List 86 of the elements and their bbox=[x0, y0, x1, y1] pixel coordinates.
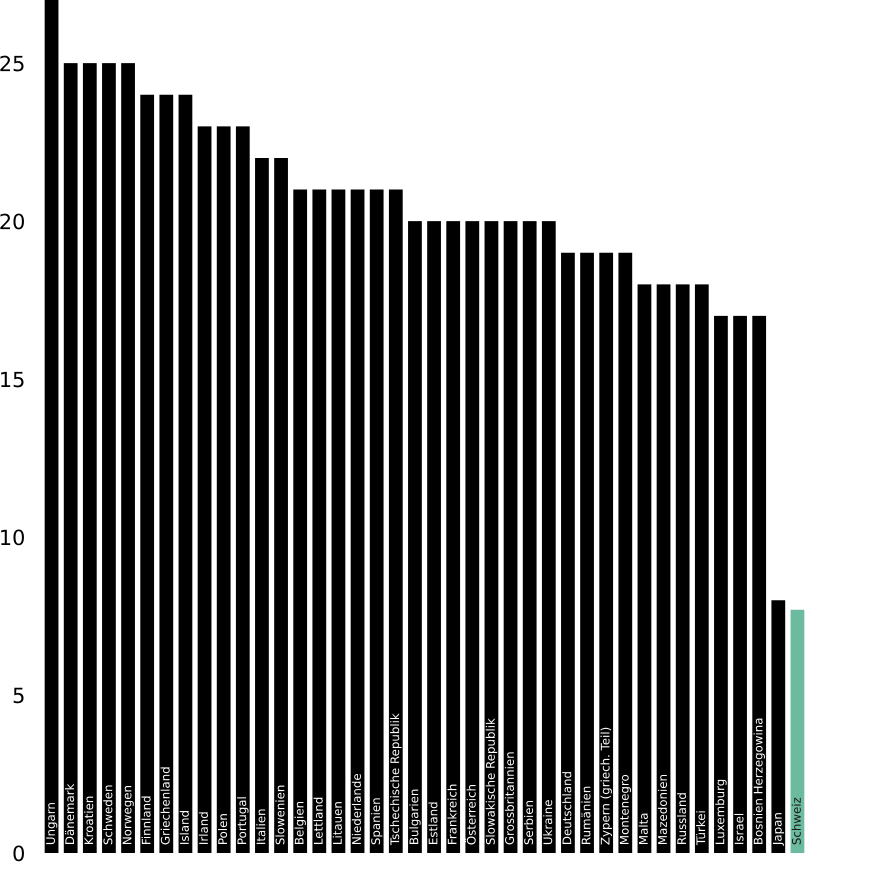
x-tick-label: Portugal bbox=[237, 797, 249, 844]
bar bbox=[599, 252, 614, 853]
bar bbox=[274, 158, 288, 853]
bar bbox=[216, 126, 231, 853]
x-tick-label: Finnland bbox=[141, 796, 151, 844]
x-tick-label: Estland bbox=[428, 802, 438, 844]
bar bbox=[312, 190, 326, 853]
x-tick-label: Schweden bbox=[103, 785, 112, 844]
y-tick-label: 5 bbox=[14, 688, 24, 704]
x-tick-label: Rumänien bbox=[581, 786, 590, 844]
x-tick-label: Niederlande bbox=[352, 774, 361, 844]
y-tick-label: 15 bbox=[1, 372, 24, 388]
y-tick-label: 10 bbox=[1, 530, 24, 546]
x-tick-label: Bosnien Herzegowina bbox=[753, 718, 765, 844]
x-tick-label: Zypern (griech. Teil) bbox=[600, 728, 612, 845]
x-tick-label: Polen bbox=[218, 814, 228, 844]
x-tick-label: Litauen bbox=[332, 802, 342, 844]
x-tick-label: Island bbox=[180, 811, 189, 844]
bar bbox=[790, 610, 804, 853]
bar bbox=[465, 221, 480, 853]
bar bbox=[102, 63, 116, 853]
y-tick-label: 20 bbox=[0, 214, 24, 230]
x-tick-label: Türkei bbox=[696, 811, 706, 846]
bar bbox=[504, 221, 518, 853]
x-tick-label: Luxemburg bbox=[715, 780, 727, 844]
bar bbox=[293, 190, 308, 853]
x-tick-label: Deutschland bbox=[562, 772, 572, 844]
y-tick-label: 25 bbox=[0, 56, 24, 72]
x-tick-label: Tschechische Republik bbox=[390, 713, 402, 846]
bar bbox=[427, 221, 441, 853]
x-tick-label: Schweiz bbox=[792, 798, 801, 844]
y-tick-label: 0 bbox=[13, 845, 24, 862]
x-tick-label: Norwegen bbox=[122, 786, 134, 844]
bar bbox=[332, 190, 346, 853]
x-tick-label: Frankreich bbox=[447, 784, 457, 844]
bar bbox=[408, 221, 422, 853]
x-tick-label: Österreich bbox=[464, 785, 476, 844]
x-tick-label: Slowakische Republik bbox=[486, 718, 498, 844]
bar bbox=[694, 284, 709, 853]
x-tick-label: Belgien bbox=[294, 802, 306, 844]
bar bbox=[676, 284, 690, 853]
bar bbox=[656, 284, 670, 853]
bar bbox=[255, 158, 269, 853]
x-tick-label: Russland bbox=[676, 793, 686, 844]
bar bbox=[522, 221, 537, 853]
bar bbox=[446, 221, 460, 853]
x-tick-label: Ukraine bbox=[543, 800, 552, 844]
x-tick-label: Montenegro bbox=[620, 774, 632, 844]
x-tick-label: Grossbritannien bbox=[504, 752, 514, 844]
bar bbox=[198, 126, 212, 853]
bar bbox=[771, 600, 786, 853]
bar bbox=[159, 94, 174, 853]
bar bbox=[618, 252, 632, 853]
x-tick-label: Israel bbox=[734, 814, 744, 844]
bar bbox=[121, 63, 135, 853]
bar bbox=[733, 316, 747, 853]
bar bbox=[542, 221, 556, 853]
bar bbox=[580, 252, 594, 853]
bar bbox=[561, 252, 575, 853]
x-tick-label: Japan bbox=[772, 813, 784, 846]
bar bbox=[370, 190, 384, 853]
bar bbox=[388, 190, 403, 853]
bar bbox=[64, 63, 78, 853]
x-tick-label: Mazedonien bbox=[658, 775, 667, 844]
x-tick-label: Kroatien bbox=[84, 796, 94, 844]
bar bbox=[178, 94, 192, 853]
bar bbox=[484, 221, 498, 853]
bar bbox=[638, 284, 652, 853]
x-tick-label: Irland bbox=[198, 812, 208, 844]
bar bbox=[752, 316, 766, 853]
bar bbox=[140, 94, 154, 853]
x-tick-label: Malta bbox=[638, 814, 648, 844]
x-tick-label: Italien bbox=[256, 809, 266, 844]
x-tick-label: Spanien bbox=[370, 798, 382, 844]
bar bbox=[236, 126, 250, 853]
x-tick-label: Serbien bbox=[524, 800, 534, 844]
bar bbox=[350, 190, 364, 853]
x-tick-label: Slowenien bbox=[275, 786, 284, 844]
bar bbox=[714, 316, 728, 853]
x-tick-label: Lettland bbox=[314, 798, 323, 844]
x-tick-label: Ungarn bbox=[46, 803, 58, 844]
bar bbox=[44, 0, 58, 853]
x-tick-label: Griechenland bbox=[160, 767, 170, 844]
x-tick-label: Dänemark bbox=[64, 784, 74, 844]
bar bbox=[82, 63, 97, 853]
x-tick-label: Bulgarien bbox=[409, 790, 421, 844]
